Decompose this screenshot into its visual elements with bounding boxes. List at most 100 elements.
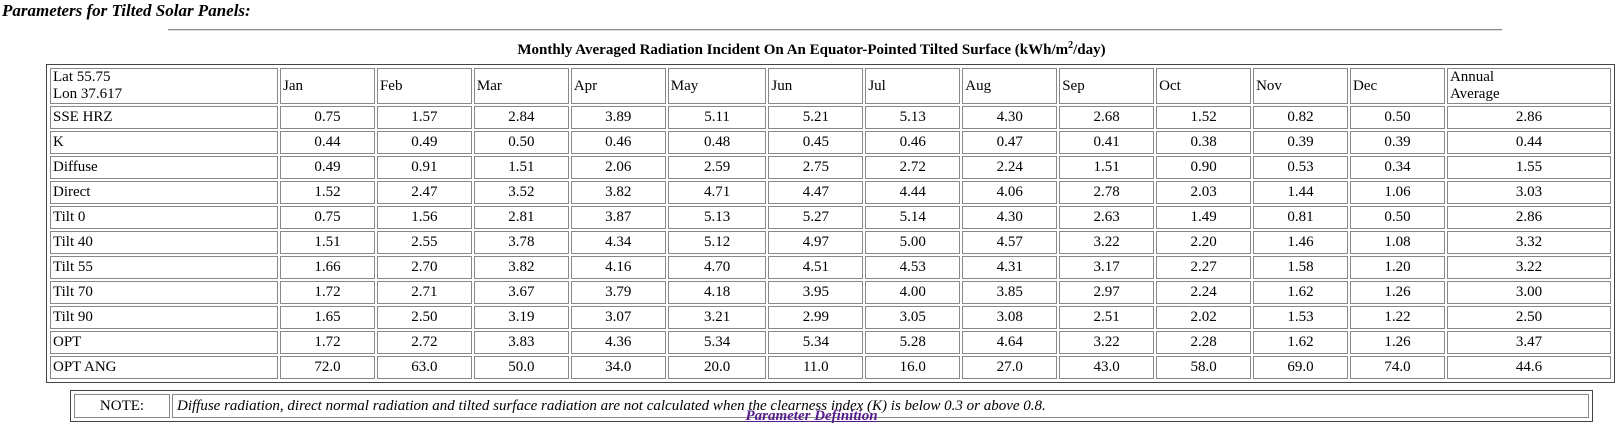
table-row: Diffuse 0.49 0.91 1.51 2.06 2.59 2.75 2.72 2.24 1… (50, 156, 1611, 179)
value-cell: 0.49 (376, 131, 472, 154)
value-cell: 0.50 (1350, 206, 1445, 229)
value-cell: 1.66 (280, 256, 375, 279)
value-cell: 4.64 (962, 331, 1058, 354)
value-cell: 5.13 (667, 206, 767, 229)
caption-superscript: 2 (1068, 40, 1074, 51)
annual-label: Annual (1449, 69, 1495, 85)
row-label: Tilt 70 (50, 281, 278, 304)
row-label: OPT (50, 331, 278, 354)
radiation-table: Lat 55.75 Lon 37.617 Jan Feb Mar Apr May … (46, 64, 1615, 383)
value-cell: 58.0 (1156, 356, 1252, 379)
table-row: Tilt 40 1.51 2.55 3.78 4.34 5.12 4.97 5.00 4.57 3… (50, 231, 1611, 254)
column-header: Jul (865, 68, 961, 104)
value-cell: 1.51 (280, 231, 375, 254)
row-label: SSE HRZ (50, 106, 278, 129)
value-cell: 4.71 (667, 181, 767, 204)
value-cell: 0.50 (473, 131, 569, 154)
value-cell: 1.08 (1350, 231, 1445, 254)
value-cell: 34.0 (570, 356, 666, 379)
longitude-label: Lon 37.617 (53, 86, 123, 102)
annual-average-header: Annual Average (1446, 68, 1611, 104)
annual-average-cell: 2.86 (1446, 206, 1611, 229)
note-label: NOTE: (74, 394, 170, 418)
corner-cell: Lat 55.75 Lon 37.617 (50, 68, 278, 104)
value-cell: 2.06 (570, 156, 666, 179)
row-label: Diffuse (50, 156, 278, 179)
value-cell: 0.91 (376, 156, 472, 179)
value-cell: 2.59 (667, 156, 767, 179)
value-cell: 3.89 (570, 106, 666, 129)
value-cell: 0.53 (1253, 156, 1348, 179)
row-label: Tilt 55 (50, 256, 278, 279)
column-header: Jan (280, 68, 375, 104)
value-cell: 2.47 (376, 181, 472, 204)
table-row: Tilt 90 1.65 2.50 3.19 3.07 3.21 2.99 3.05 3.08 2… (50, 306, 1611, 329)
value-cell: 2.71 (376, 281, 472, 304)
value-cell: 0.82 (1253, 106, 1348, 129)
value-cell: 4.00 (865, 281, 961, 304)
value-cell: 0.75 (280, 106, 375, 129)
column-header: Dec (1350, 68, 1445, 104)
value-cell: 5.13 (865, 106, 961, 129)
value-cell: 0.50 (1350, 106, 1445, 129)
value-cell: 0.39 (1350, 131, 1445, 154)
value-cell: 1.58 (1253, 256, 1348, 279)
value-cell: 1.44 (1253, 181, 1348, 204)
column-header: May (667, 68, 767, 104)
value-cell: 20.0 (667, 356, 767, 379)
value-cell: 3.85 (962, 281, 1058, 304)
value-cell: 74.0 (1350, 356, 1445, 379)
latitude-label: Lat 55.75 (53, 69, 111, 85)
column-header: Nov (1253, 68, 1348, 104)
value-cell: 3.87 (570, 206, 666, 229)
value-cell: 0.90 (1156, 156, 1252, 179)
column-header: Mar (473, 68, 569, 104)
value-cell: 2.51 (1059, 306, 1155, 329)
value-cell: 11.0 (768, 356, 864, 379)
caption-prefix: Monthly Averaged Radiation Incident On A… (517, 42, 1069, 58)
annual-average-cell: 44.6 (1446, 356, 1611, 379)
value-cell: 27.0 (962, 356, 1058, 379)
note-text: Diffuse radiation, direct normal radiati… (172, 394, 1589, 418)
table-row: SSE HRZ 0.75 1.57 2.84 3.89 5.11 5.21 5.13 4.30 2… (50, 106, 1611, 129)
value-cell: 3.22 (1059, 231, 1155, 254)
value-cell: 0.81 (1253, 206, 1348, 229)
value-cell: 1.65 (280, 306, 375, 329)
value-cell: 5.12 (667, 231, 767, 254)
value-cell: 4.30 (962, 206, 1058, 229)
value-cell: 2.72 (865, 156, 961, 179)
parameter-definition-link[interactable]: Parameter Definition (745, 408, 878, 424)
value-cell: 2.97 (1059, 281, 1155, 304)
value-cell: 2.50 (376, 306, 472, 329)
table-row: Tilt 0 0.75 1.56 2.81 3.87 5.13 5.27 5.14 4.30 2.… (50, 206, 1611, 229)
value-cell: 3.21 (667, 306, 767, 329)
average-label: Average (1449, 86, 1500, 102)
value-cell: 3.52 (473, 181, 569, 204)
value-cell: 1.57 (376, 106, 472, 129)
value-cell: 0.46 (570, 131, 666, 154)
value-cell: 1.06 (1350, 181, 1445, 204)
value-cell: 50.0 (473, 356, 569, 379)
value-cell: 5.34 (768, 331, 864, 354)
value-cell: 4.36 (570, 331, 666, 354)
value-cell: 4.57 (962, 231, 1058, 254)
value-cell: 3.08 (962, 306, 1058, 329)
value-cell: 0.45 (768, 131, 864, 154)
value-cell: 4.47 (768, 181, 864, 204)
value-cell: 1.20 (1350, 256, 1445, 279)
value-cell: 1.52 (1156, 106, 1252, 129)
value-cell: 1.22 (1350, 306, 1445, 329)
value-cell: 5.00 (865, 231, 961, 254)
value-cell: 2.75 (768, 156, 864, 179)
annual-average-cell: 2.50 (1446, 306, 1611, 329)
value-cell: 2.24 (962, 156, 1058, 179)
value-cell: 3.79 (570, 281, 666, 304)
table-caption: Monthly Averaged Radiation Incident On A… (0, 40, 1623, 59)
value-cell: 3.05 (865, 306, 961, 329)
annual-average-cell: 1.55 (1446, 156, 1611, 179)
value-cell: 0.49 (280, 156, 375, 179)
annual-average-cell: 3.47 (1446, 331, 1611, 354)
section-heading: Parameters for Tilted Solar Panels: (2, 1, 251, 20)
row-label: Tilt 0 (50, 206, 278, 229)
column-header: Jun (768, 68, 864, 104)
